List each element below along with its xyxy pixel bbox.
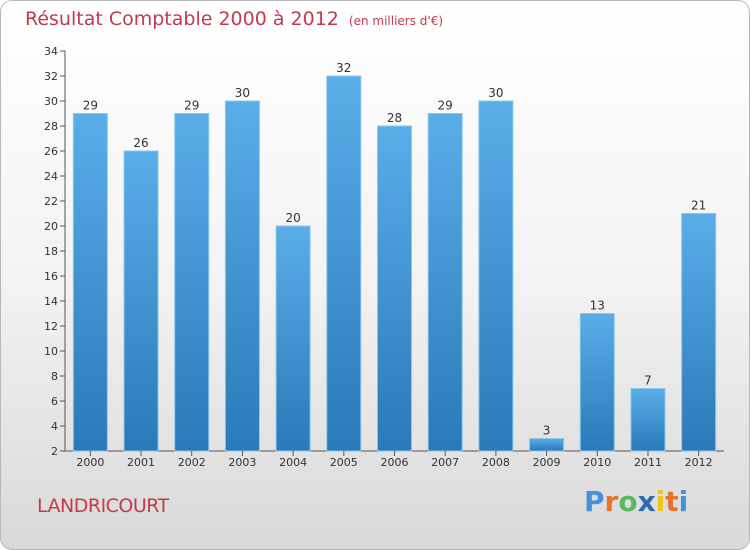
- bar-value-label: 29: [83, 99, 98, 113]
- x-tick-label: 2007: [431, 456, 459, 469]
- bar-value-label: 7: [644, 374, 652, 388]
- proxiti-logo: Proxiti: [584, 485, 688, 518]
- y-tick-label: 14: [44, 295, 58, 308]
- logo-letter: t: [665, 485, 679, 518]
- bar: [630, 388, 666, 452]
- y-tick-label: 18: [44, 245, 58, 258]
- logo-letter: P: [584, 485, 605, 518]
- y-tick-label: 32: [44, 70, 58, 83]
- x-tick-label: 2001: [127, 456, 155, 469]
- bar: [681, 213, 717, 452]
- logo-letter: i: [678, 485, 689, 518]
- x-tick-label: 2000: [76, 456, 104, 469]
- bar-value-label: 29: [438, 99, 453, 113]
- bar-value-label: 30: [235, 86, 250, 100]
- y-tick-label: 22: [44, 195, 58, 208]
- x-tick-label: 2010: [583, 456, 611, 469]
- bar-value-label: 29: [184, 99, 199, 113]
- x-tick-label: 2009: [533, 456, 561, 469]
- bar: [275, 225, 311, 452]
- x-tick-label: 2002: [178, 456, 206, 469]
- chart-title: Résultat Comptable 2000 à 2012 (en millie…: [25, 8, 443, 30]
- bar: [224, 100, 260, 452]
- y-tick-label: 10: [44, 345, 58, 358]
- logo-letter: o: [618, 485, 638, 518]
- bar: [377, 125, 412, 452]
- logo-letter: r: [604, 485, 619, 518]
- title-unit: (en milliers d'€): [348, 14, 444, 28]
- y-tick-label: 2: [51, 445, 58, 458]
- y-tick-label: 12: [44, 320, 58, 333]
- y-tick-label: 28: [44, 120, 58, 133]
- bar: [72, 113, 108, 452]
- bar: [123, 150, 159, 452]
- bar-value-label: 13: [590, 299, 605, 313]
- bar: [326, 75, 362, 452]
- title-text: Résultat Comptable 2000 à 2012: [25, 8, 339, 30]
- x-tick-label: 2005: [330, 456, 358, 469]
- bar-value-label: 30: [488, 86, 503, 100]
- y-tick-label: 6: [51, 395, 58, 408]
- y-tick-label: 20: [44, 220, 58, 233]
- bar: [427, 113, 463, 452]
- commune-name: LANDRICOURT: [37, 495, 169, 517]
- bar: [579, 313, 615, 452]
- y-tick-label: 24: [44, 170, 58, 183]
- x-tick-label: 2012: [685, 456, 713, 469]
- y-tick-label: 4: [51, 420, 58, 433]
- x-tick-label: 2003: [228, 456, 256, 469]
- y-tick-label: 26: [44, 145, 58, 158]
- bar: [529, 438, 565, 452]
- x-tick-label: 2004: [279, 456, 307, 469]
- bar-value-label: 21: [691, 199, 706, 213]
- logo-letter: i: [655, 485, 666, 518]
- y-tick-label: 30: [44, 95, 58, 108]
- y-tick-label: 34: [44, 45, 58, 58]
- y-tick-label: 8: [51, 370, 58, 383]
- bar: [478, 100, 514, 452]
- bar-value-label: 32: [336, 61, 351, 75]
- logo-letter: x: [637, 485, 656, 518]
- bar-value-label: 26: [133, 136, 148, 150]
- bar: [174, 113, 210, 452]
- x-tick-label: 2006: [381, 456, 409, 469]
- y-tick-label: 16: [44, 270, 58, 283]
- bar-value-label: 20: [285, 211, 300, 225]
- bar-value-label: 3: [543, 424, 551, 438]
- bar-value-label: 28: [387, 111, 402, 125]
- x-tick-label: 2008: [482, 456, 510, 469]
- x-tick-label: 2011: [634, 456, 662, 469]
